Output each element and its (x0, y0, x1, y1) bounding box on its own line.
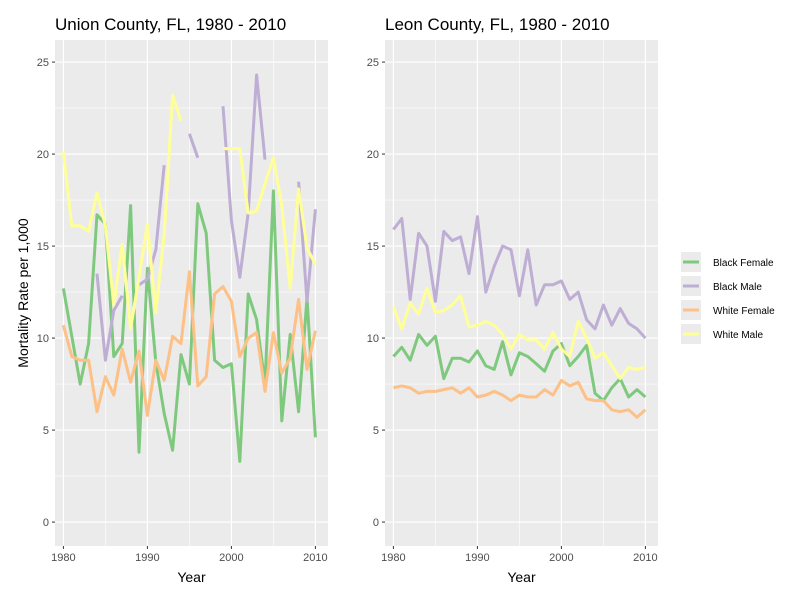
y-tick-label: 0 (373, 517, 379, 529)
x-tick-label: 2000 (549, 552, 573, 564)
series-line-white-male (391, 286, 646, 381)
plot-background (385, 40, 658, 546)
y-tick-label: 20 (37, 149, 49, 161)
x-tick-label: 1980 (381, 552, 405, 564)
series-line-white-female (393, 378, 647, 419)
x-tick-label: 2010 (303, 552, 327, 564)
series-line-white-female (61, 270, 317, 417)
x-axis-title: Year (507, 569, 536, 585)
x-tick-label: 2010 (633, 552, 657, 564)
y-tick-label: 15 (37, 241, 49, 253)
panel-leon-county: 0 5 10 15 20 25 1980 1990 2000 2010 Leon County, F… (367, 15, 658, 585)
panel-title: Leon County, FL, 1980 - 2010 (385, 15, 610, 34)
y-tick-label: 5 (373, 425, 379, 437)
legend-label-white-female: White Female (713, 306, 775, 317)
y-tick-label: 0 (43, 517, 49, 529)
legend-label-white-male: White Male (713, 330, 763, 341)
legend: Black Female Black Male White Female White … (679, 250, 783, 346)
series-line-black-male (392, 215, 647, 340)
x-tick-label: 2000 (219, 552, 243, 564)
series-line-white-male (61, 93, 317, 331)
y-tick-label: 10 (367, 333, 379, 345)
panel-title: Union County, FL, 1980 - 2010 (55, 15, 286, 34)
y-tick-label: 25 (367, 57, 379, 69)
y-tick-label: 20 (367, 149, 379, 161)
panel-union-county: 0 5 10 15 20 25 1980 1990 2000 2010 Union County, … (15, 15, 328, 585)
y-axis-title: Mortality Rate per 1,000 (15, 218, 31, 368)
y-tick-label: 10 (37, 333, 49, 345)
x-tick-label: 1980 (51, 552, 75, 564)
x-axis-title: Year (177, 569, 206, 585)
x-tick-label: 1990 (465, 552, 489, 564)
legend-label-black-male: Black Male (713, 282, 762, 293)
y-tick-label: 25 (37, 57, 49, 69)
legend-label-black-female: Black Female (713, 258, 774, 269)
y-tick-label: 15 (367, 241, 379, 253)
x-tick-label: 1990 (135, 552, 159, 564)
y-tick-label: 5 (43, 425, 49, 437)
